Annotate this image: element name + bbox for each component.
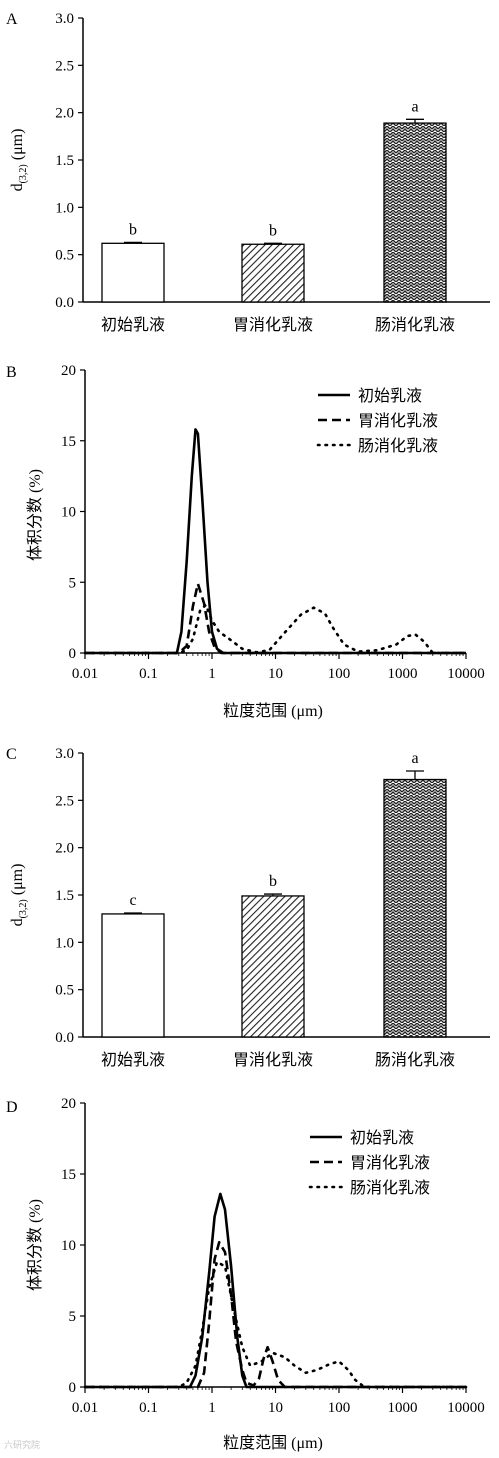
significance-label-c-1: b: [269, 873, 277, 890]
y-axis-label-a-main: d: [9, 183, 26, 191]
category-label-c-1: 胃消化乳液: [233, 1051, 313, 1069]
series-line-b-1: [85, 582, 466, 655]
legend-label-b-2: 肠消化乳液: [358, 437, 438, 455]
x-tick-label-d: 100: [328, 1400, 351, 1416]
panel-letter-b: B: [6, 364, 17, 381]
y-axis-label-d: 体积分数 (%): [26, 1199, 44, 1291]
panel-letter-c: C: [6, 746, 17, 763]
x-tick-label-b: 100: [328, 666, 351, 682]
y-tick-label-b: 10: [61, 505, 76, 521]
x-tick-label-b: 1: [208, 666, 216, 682]
x-tick-label-b: 0.1: [139, 666, 158, 682]
x-axis-label-b: 粒度范围 (μm): [223, 702, 323, 720]
y-tick-label-a: 3.0: [55, 11, 74, 27]
y-axis-label-a-sub: (3,2): [18, 164, 29, 183]
y-tick-label-a: 1.0: [55, 200, 74, 216]
y-tick-label-c: 1.0: [55, 935, 74, 951]
category-label-a-2: 肠消化乳液: [375, 316, 455, 334]
legend-label-b-1: 胃消化乳液: [358, 412, 438, 430]
legend-label-b-0: 初始乳液: [358, 387, 422, 405]
legend-label-d-0: 初始乳液: [350, 1129, 414, 1147]
y-tick-label-a: 1.5: [55, 153, 74, 169]
y-tick-label-d: 5: [69, 1309, 77, 1325]
bar-a-0: [101, 242, 165, 303]
y-tick-label-d: 15: [61, 1167, 76, 1183]
y-axis-label-c: d(3,2) (μm): [9, 864, 29, 927]
y-tick-label-c: 3.0: [55, 746, 74, 762]
panel-c-svg: C d(3,2) (μm) 0.0 0.5 1.0 1.5 2.0 2.5 3.0 c 初始乳液…: [6, 746, 490, 1069]
significance-label-c-2: a: [411, 750, 418, 767]
series-line-d-1: [85, 1240, 466, 1389]
bar-c-0: [101, 913, 165, 1038]
panel-b-line-chart: B 体积分数 (%) 粒度范围 (μm) 0 5 10 15 20 0.01 0.1 1 10 1…: [0, 355, 499, 725]
series-line-b-0: [85, 428, 466, 655]
y-tick-label-d: 20: [61, 1096, 76, 1112]
y-tick-label-c: 1.5: [55, 888, 74, 904]
panel-a-bar-chart: A d(3,2) (μm) 0.0 0.5 1.0 1.5 2.0 2.5 3.0 b 初始乳液…: [0, 0, 499, 360]
category-label-c-2: 肠消化乳液: [375, 1051, 455, 1069]
bar-a-2: [383, 122, 447, 303]
x-tick-label-d: 10: [268, 1400, 283, 1416]
series-line-d-0: [85, 1192, 466, 1389]
x-tick-label-b: 0.01: [72, 666, 98, 682]
y-axis-label-b: 体积分数 (%): [26, 469, 44, 561]
watermark: 六研究院: [4, 1441, 41, 1451]
x-tick-label-b: 10000: [447, 666, 485, 682]
x-tick-label-d: 1: [208, 1400, 216, 1416]
y-tick-label-c: 0.0: [55, 1030, 74, 1046]
significance-label-a-2: a: [411, 98, 418, 115]
bar-a-1: [241, 243, 305, 303]
y-tick-label-a: 2.0: [55, 106, 74, 122]
x-axis-label-d: 粒度范围 (μm): [223, 1434, 323, 1452]
y-tick-label-b: 5: [69, 575, 77, 591]
y-tick-label-d: 10: [61, 1238, 76, 1254]
panel-d-line-chart: D 体积分数 (%) 粒度范围 (μm) 0 5 10 15 20 0.01 0.1 1 10 1…: [0, 1090, 499, 1453]
y-tick-label-a: 0.5: [55, 248, 74, 264]
y-tick-label-c: 2.5: [55, 793, 74, 809]
y-axis-label-a-unit: (μm): [9, 129, 26, 165]
legend-label-d-2: 肠消化乳液: [350, 1179, 430, 1197]
x-tick-label-b: 10: [268, 666, 283, 682]
category-label-c-0: 初始乳液: [101, 1051, 165, 1069]
x-tick-label-d: 1000: [388, 1400, 418, 1416]
y-tick-label-c: 2.0: [55, 841, 74, 857]
y-tick-label-b: 15: [61, 434, 76, 450]
y-axis-label-c-sub: (3,2): [18, 899, 29, 918]
significance-label-a-1: b: [269, 222, 277, 239]
panel-a-svg: A d(3,2) (μm) 0.0 0.5 1.0 1.5 2.0 2.5 3.0 b 初始乳液…: [6, 11, 490, 334]
y-tick-label-b: 20: [61, 363, 76, 379]
bar-c-2: [383, 778, 447, 1038]
panel-b-svg: B 体积分数 (%) 粒度范围 (μm) 0 5 10 15 20 0.01 0.1 1 10 1…: [6, 363, 485, 720]
significance-label-c-0: c: [129, 892, 136, 909]
y-tick-label-a: 0.0: [55, 295, 74, 311]
y-axis-label-c-unit: (μm): [9, 864, 26, 900]
category-label-a-0: 初始乳液: [101, 316, 165, 334]
y-axis-label-c-main: d: [9, 918, 26, 926]
y-tick-label-d: 0: [69, 1380, 77, 1396]
panel-letter-d: D: [6, 1099, 18, 1116]
category-label-a-1: 胃消化乳液: [233, 316, 313, 334]
x-tick-label-d: 0.01: [72, 1400, 98, 1416]
legend-label-d-1: 胃消化乳液: [350, 1154, 430, 1172]
bar-c-1: [241, 895, 305, 1038]
significance-label-a-0: b: [129, 221, 137, 238]
x-tick-label-d: 0.1: [139, 1400, 158, 1416]
series-line-b-2: [83, 603, 468, 655]
y-axis-label-a: d(3,2) (μm): [9, 129, 29, 192]
panel-d-svg: D 体积分数 (%) 粒度范围 (μm) 0 5 10 15 20 0.01 0.1 1 10 1…: [6, 1096, 485, 1452]
panel-letter-a: A: [6, 11, 18, 28]
x-tick-label-b: 1000: [388, 666, 418, 682]
x-tick-label-d: 10000: [447, 1400, 485, 1416]
series-line-d-2: [83, 1260, 468, 1389]
panel-c-bar-chart: C d(3,2) (μm) 0.0 0.5 1.0 1.5 2.0 2.5 3.0 c 初始乳液…: [0, 735, 499, 1090]
y-tick-label-b: 0: [69, 646, 77, 662]
y-tick-label-c: 0.5: [55, 983, 74, 999]
y-tick-label-a: 2.5: [55, 58, 74, 74]
